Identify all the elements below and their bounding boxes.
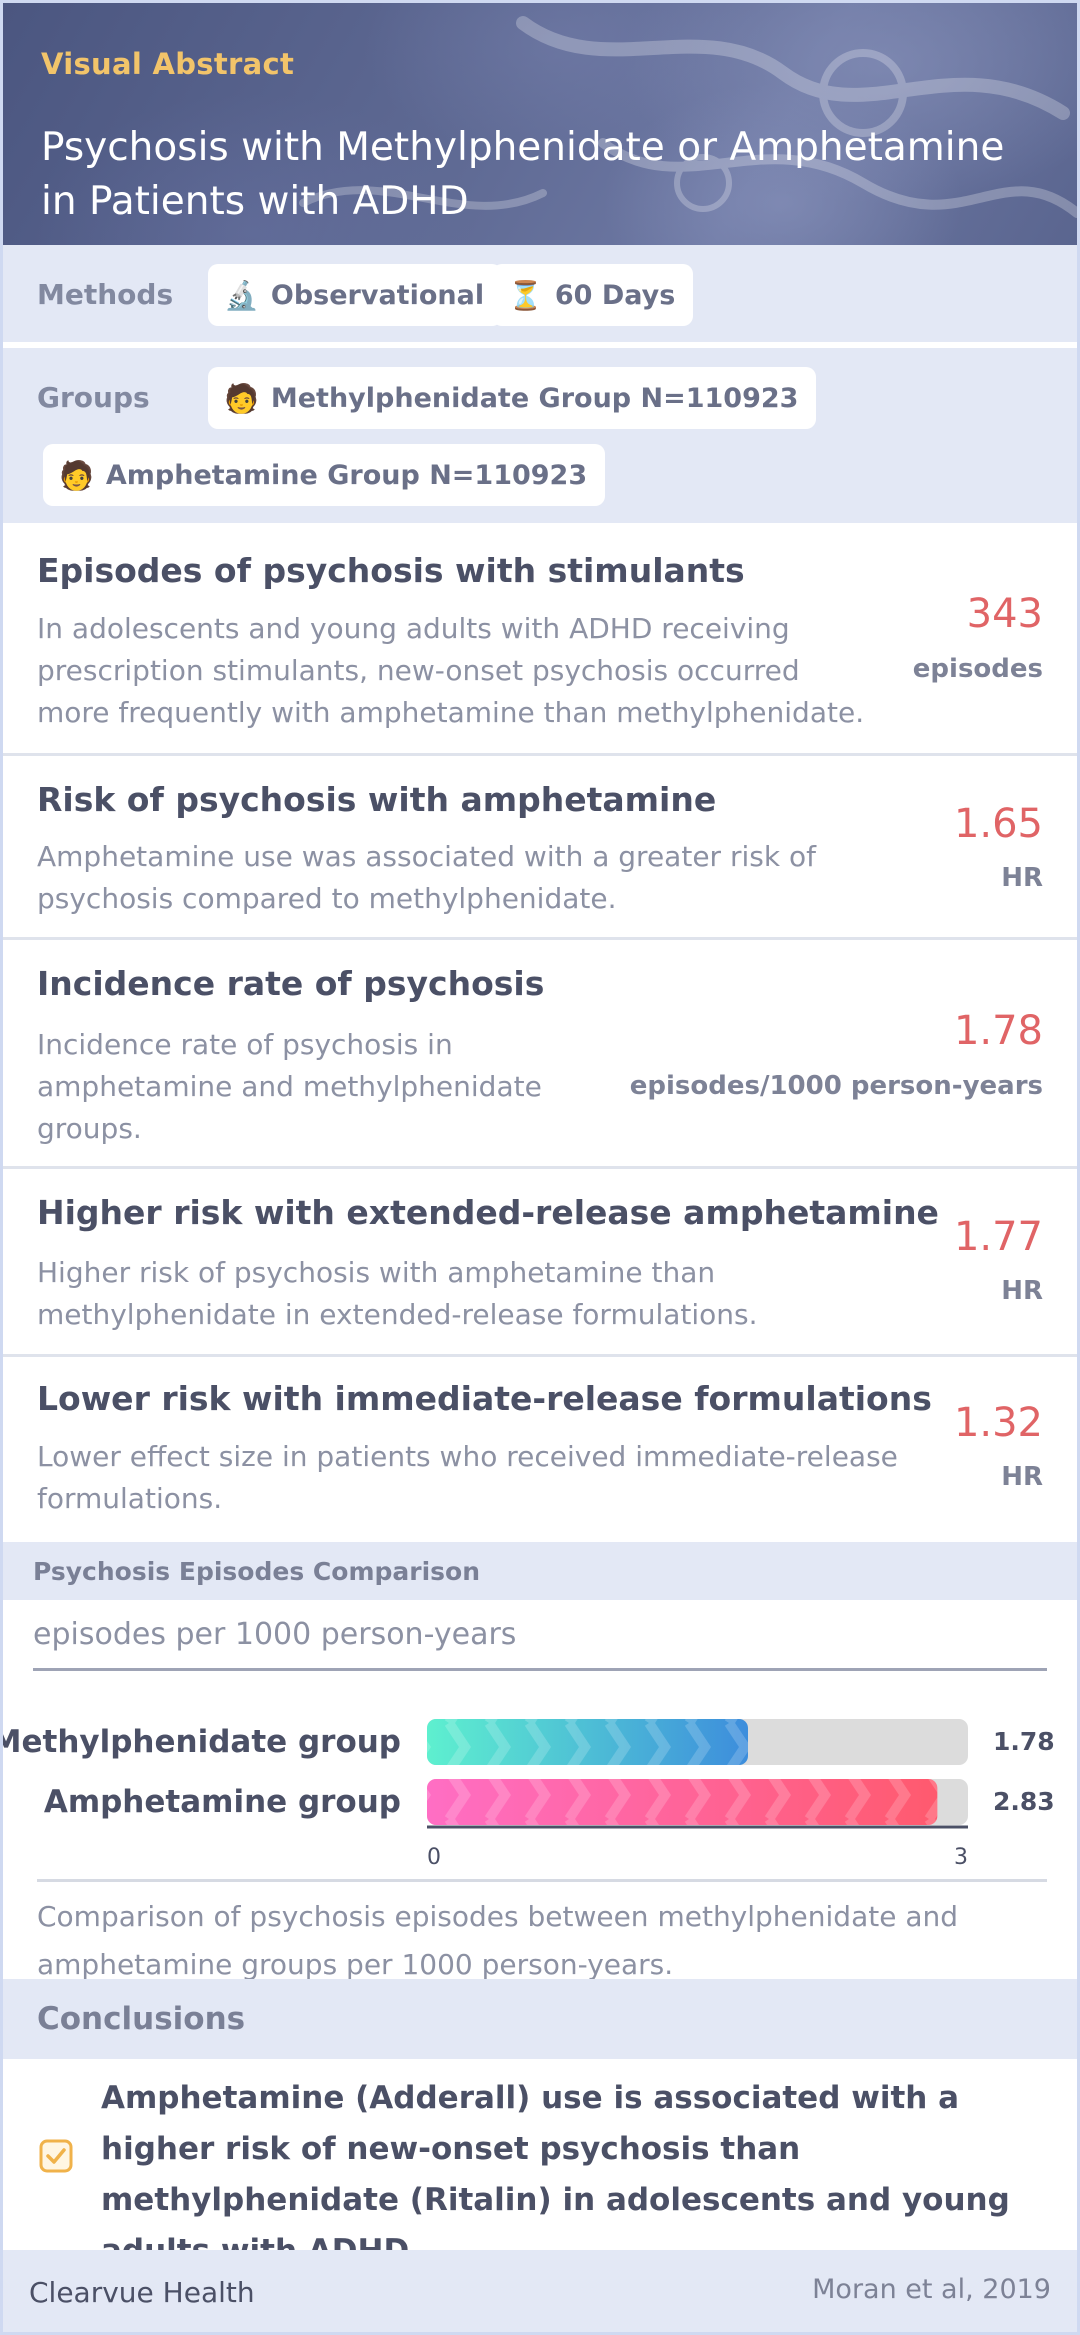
finding-value: 343 — [966, 591, 1043, 637]
finding-title: Incidence rate of psychosis — [37, 964, 545, 1003]
finding-unit: episodes/1000 person-years — [629, 1071, 1043, 1101]
visual-abstract-label: Visual Abstract — [41, 47, 295, 81]
finding-unit: episodes — [912, 654, 1043, 684]
method-tag-label: 60 Days — [554, 279, 676, 311]
group-tag-amphetamine: 🧑 Amphetamine Group N=110923 — [43, 444, 606, 506]
finding-card: Risk of psychosis with amphetamine Amphe… — [3, 756, 1077, 940]
person-icon: 🧑 — [224, 381, 259, 415]
conclusions-header: Conclusions — [3, 1979, 1077, 2059]
bar-pattern — [427, 1779, 938, 1825]
finding-card: Lower risk with immediate-release formul… — [3, 1357, 1077, 1542]
person-icon: 🧑 — [59, 458, 94, 492]
hourglass-icon: ⏳ — [508, 278, 543, 312]
footer-brand: Clearvue Health — [29, 2276, 255, 2309]
group-tag-label: Amphetamine Group N=110923 — [105, 459, 588, 491]
footer-citation: Moran et al, 2019 — [812, 2274, 1051, 2305]
bar-pattern — [427, 1719, 748, 1765]
header-background-pattern — [299, 16, 1077, 218]
checkbox-icon — [39, 2139, 73, 2173]
finding-description: Lower effect size in patients who receiv… — [37, 1440, 898, 1515]
chart-caption: Comparison of psychosis episodes between… — [37, 1900, 959, 1981]
finding-title: Episodes of psychosis with stimulants — [37, 551, 745, 590]
bar-chart: Methylphenidate group 1.78 Amphetamine gro… — [3, 1719, 1055, 1870]
value-label: 1.78 — [993, 1727, 1055, 1756]
x-tick-label: 0 — [427, 1845, 441, 1870]
finding-unit: HR — [1001, 863, 1043, 893]
chart-divider — [33, 1668, 1047, 1671]
finding-card: Incidence rate of psychosis Incidence ra… — [3, 940, 1077, 1169]
methods-row: Methods 🔬 Observational ⏳ 60 Days — [3, 245, 1077, 345]
finding-value: 1.65 — [953, 801, 1043, 847]
finding-description: Higher risk of psychosis with amphetamin… — [37, 1256, 758, 1331]
group-tag-methylphenidate: 🧑 Methylphenidate Group N=110923 — [208, 367, 817, 429]
finding-description: In adolescents and young adults with ADH… — [37, 612, 865, 729]
page-title: Psychosis with Methylphenidate or Amphet… — [41, 125, 1005, 224]
finding-value: 1.32 — [953, 1400, 1043, 1446]
groups-row: Groups 🧑 Methylphenidate Group N=110923 … — [3, 348, 1077, 523]
x-tick-label: 3 — [954, 1845, 968, 1870]
method-tag-label: Observational — [270, 279, 485, 311]
group-tag-label: Methylphenidate Group N=110923 — [270, 382, 799, 414]
methods-label: Methods — [37, 278, 174, 311]
finding-unit: HR — [1001, 1276, 1043, 1306]
header-banner: Visual Abstract Psychosis with Methylphe… — [3, 3, 1077, 245]
conclusions-title: Conclusions — [37, 2001, 246, 2037]
finding-value: 1.77 — [953, 1214, 1043, 1260]
finding-title: Lower risk with immediate-release formul… — [37, 1379, 932, 1418]
finding-title: Risk of psychosis with amphetamine — [37, 780, 717, 819]
finding-unit: HR — [1001, 1462, 1043, 1492]
visual-abstract: Visual Abstract Psychosis with Methylphe… — [3, 3, 1077, 2332]
chart-caption-divider — [37, 1879, 1047, 1882]
value-label: 2.83 — [993, 1787, 1055, 1816]
method-tag-observational: 🔬 Observational — [208, 264, 503, 326]
finding-value: 1.78 — [953, 1008, 1043, 1054]
method-tag-duration: ⏳ 60 Days — [492, 264, 694, 326]
chart-section-title: Psychosis Episodes Comparison — [33, 1557, 481, 1586]
conclusion-text: Amphetamine (Adderall) use is associated… — [101, 2080, 1010, 2269]
groups-label: Groups — [37, 381, 150, 414]
finding-card: Episodes of psychosis with stimulants In… — [3, 523, 1077, 756]
finding-description: Incidence rate of psychosis in amphetami… — [37, 1028, 542, 1145]
footer: Clearvue Health Moran et al, 2019 — [3, 2250, 1077, 2332]
finding-description: Amphetamine use was associated with a gr… — [37, 840, 816, 915]
category-label: Amphetamine group — [44, 1784, 401, 1820]
category-label: Methylphenidate group — [3, 1724, 401, 1760]
chart-subtitle: episodes per 1000 person-years — [33, 1617, 517, 1652]
finding-title: Higher risk with extended-release amphet… — [37, 1193, 939, 1232]
finding-card: Higher risk with extended-release amphet… — [3, 1169, 1077, 1357]
chart-section-header: Psychosis Episodes Comparison — [3, 1542, 1077, 1600]
microscope-icon: 🔬 — [224, 278, 259, 312]
